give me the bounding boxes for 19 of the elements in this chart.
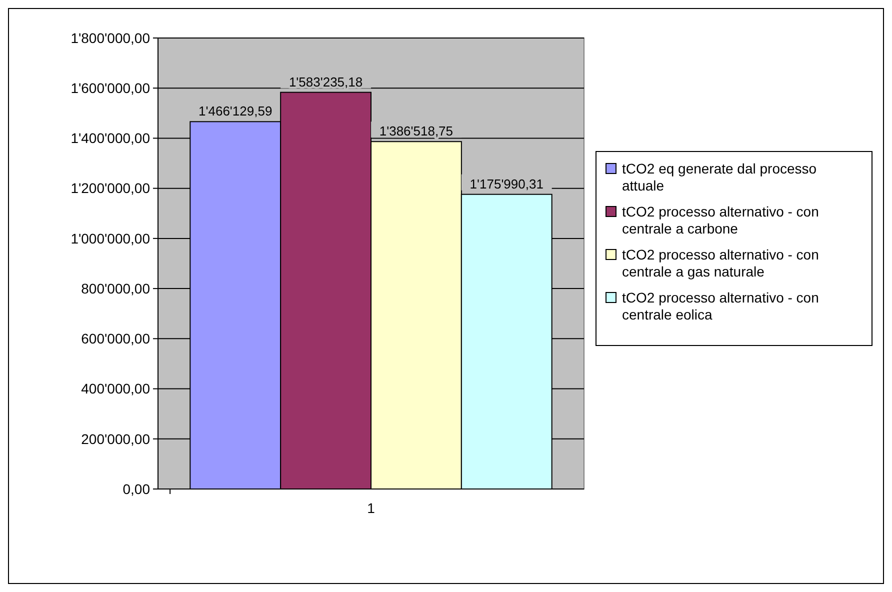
y-tick-label: 1'200'000,00 <box>70 180 150 196</box>
data-label: 1'386'518,75 <box>379 124 454 139</box>
data-label: 1'175'990,31 <box>470 176 544 192</box>
legend-label: tCO2 processo alternativo - con centrale a gas naturale <box>622 246 819 280</box>
y-tick-label: 1'400'000,00 <box>70 130 150 146</box>
x-tick-label: 1 <box>367 500 376 516</box>
data-label: 1'466'129,59 <box>198 104 272 119</box>
y-tick-label: 1'000'000,00 <box>70 230 150 246</box>
legend-label: tCO2 processo alternativo - con centrale eolica <box>622 290 819 322</box>
legend-label: tCO2 processo alternativo - con centrale a carbone <box>622 204 819 236</box>
y-tick-label: 800'000,00 <box>81 280 150 296</box>
y-tick-label: 0,00 <box>122 480 150 497</box>
legend-label: tCO2 eq generate dal processo attuale <box>622 160 817 194</box>
y-tick-label: 400'000,00 <box>81 380 150 397</box>
data-label: 1'583'235,18 <box>288 74 363 90</box>
y-tick-label: 200'000,00 <box>81 430 150 447</box>
y-tick-label: 1'600'000,00 <box>70 80 150 96</box>
y-tick-label: 1'800'000,00 <box>70 30 150 46</box>
y-tick-label: 600'000,00 <box>81 330 150 347</box>
